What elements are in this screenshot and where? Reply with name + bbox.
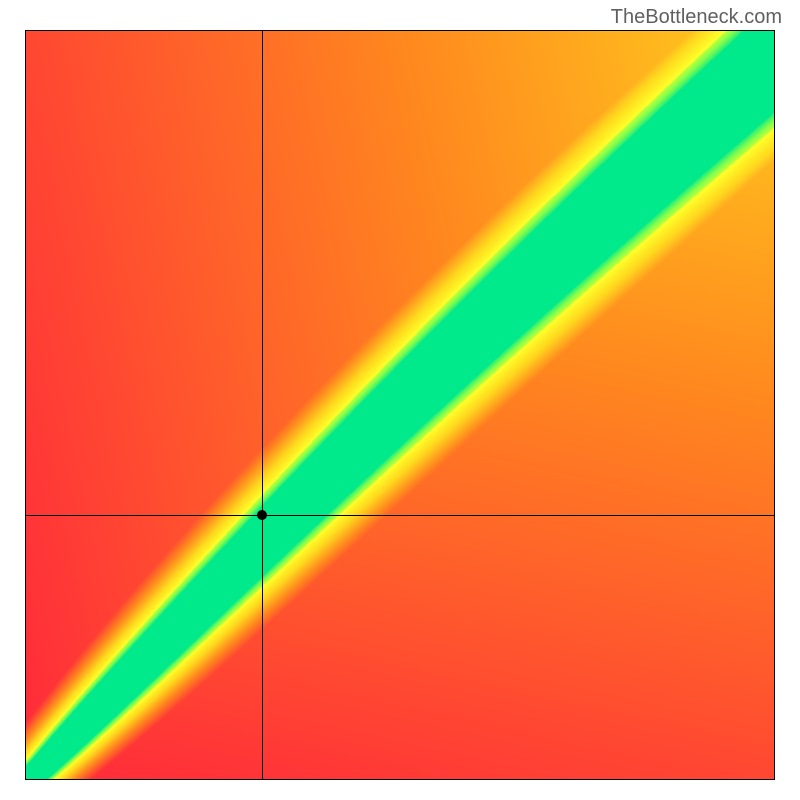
watermark-text: TheBottleneck.com: [611, 6, 782, 29]
heatmap-plot: [25, 30, 775, 780]
selection-marker: [257, 510, 267, 520]
crosshair-vertical: [262, 31, 263, 779]
crosshair-horizontal: [26, 515, 774, 516]
heatmap-canvas: [26, 31, 774, 779]
